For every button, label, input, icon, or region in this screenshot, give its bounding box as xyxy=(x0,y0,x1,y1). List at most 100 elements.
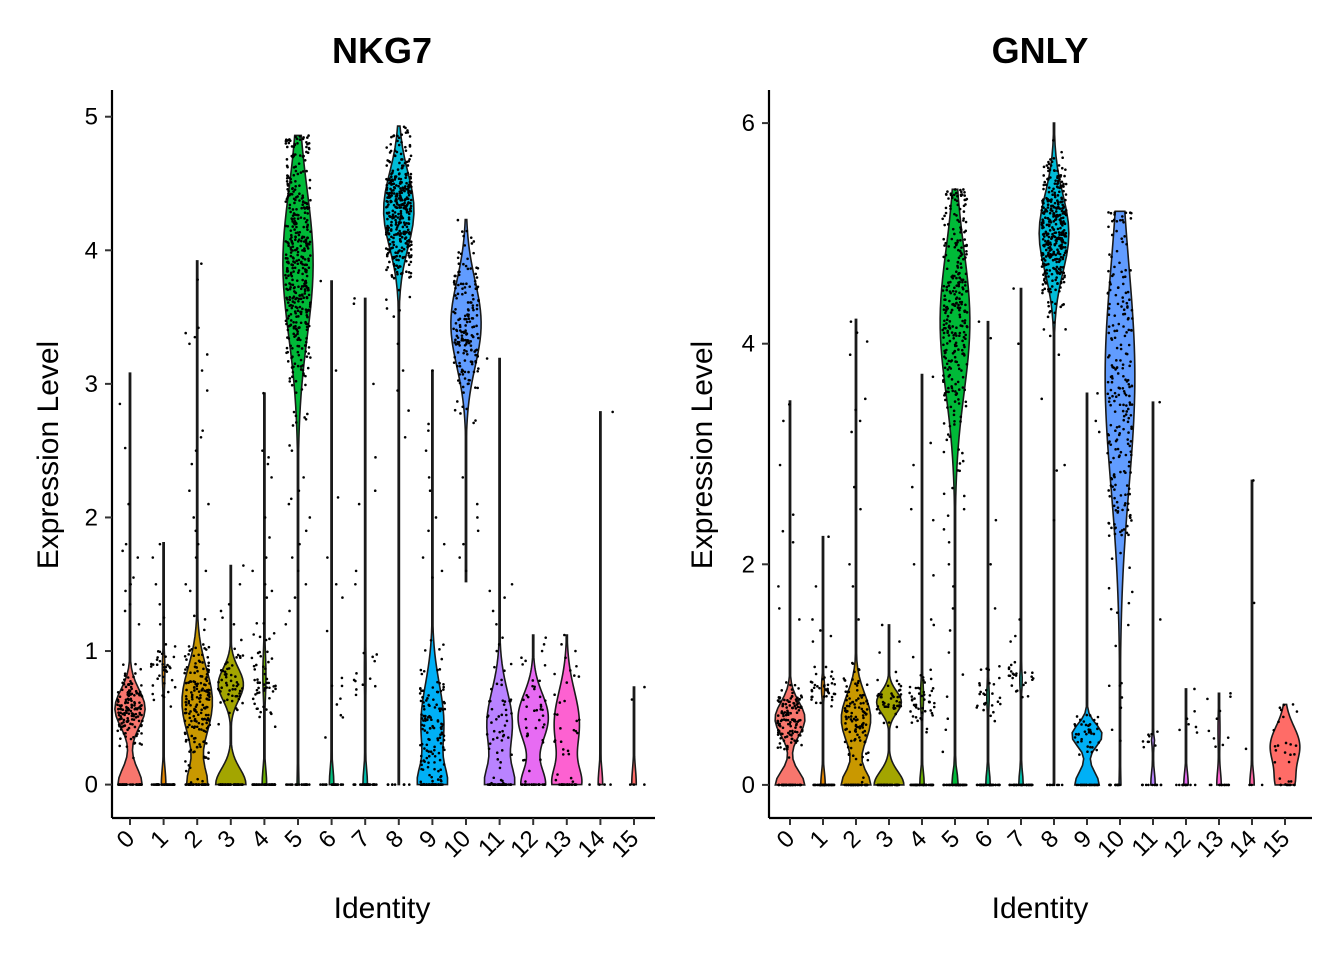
point xyxy=(404,145,407,149)
point xyxy=(191,697,194,701)
point xyxy=(262,622,266,625)
point xyxy=(409,260,413,264)
point xyxy=(205,718,209,722)
point xyxy=(436,680,439,684)
point xyxy=(262,683,266,686)
point xyxy=(395,150,399,154)
point xyxy=(1073,736,1077,739)
point xyxy=(296,262,300,266)
point xyxy=(1126,290,1130,294)
point xyxy=(955,191,958,195)
violin-9 xyxy=(1071,392,1103,786)
violin-0 xyxy=(114,372,146,786)
point xyxy=(140,732,143,735)
point xyxy=(285,322,288,326)
point xyxy=(823,684,826,687)
point xyxy=(134,716,138,719)
point xyxy=(910,485,914,489)
point xyxy=(786,744,789,748)
point xyxy=(946,717,950,721)
point xyxy=(851,585,855,588)
point xyxy=(187,701,191,705)
point xyxy=(135,707,139,711)
point xyxy=(951,783,955,787)
point xyxy=(463,349,466,352)
point xyxy=(1047,289,1050,293)
point xyxy=(466,257,469,261)
point xyxy=(953,286,956,290)
point xyxy=(1050,198,1053,201)
point xyxy=(855,699,858,702)
point xyxy=(1050,189,1054,193)
point xyxy=(957,348,960,351)
point xyxy=(476,336,480,340)
point xyxy=(863,729,867,733)
point xyxy=(463,286,467,289)
y-tick-label: 4 xyxy=(85,237,98,264)
point xyxy=(268,696,271,700)
point xyxy=(958,291,961,295)
point xyxy=(1064,182,1068,186)
point xyxy=(933,701,936,705)
point xyxy=(965,325,969,329)
point xyxy=(305,783,308,786)
point xyxy=(1061,246,1065,249)
point xyxy=(1089,745,1092,749)
point xyxy=(291,155,294,159)
point xyxy=(538,679,541,683)
point xyxy=(160,652,164,656)
point xyxy=(895,679,899,683)
point xyxy=(132,742,136,745)
point xyxy=(782,783,785,787)
point xyxy=(899,704,903,708)
point xyxy=(960,246,963,249)
point xyxy=(284,256,288,260)
point xyxy=(816,685,819,688)
point xyxy=(1011,672,1015,675)
point xyxy=(305,140,308,144)
point xyxy=(433,783,437,786)
point xyxy=(1088,728,1092,732)
point xyxy=(952,585,955,588)
point xyxy=(588,783,591,786)
point xyxy=(196,542,200,546)
point xyxy=(1126,442,1130,446)
point xyxy=(964,337,967,341)
point xyxy=(945,342,949,345)
point xyxy=(140,684,143,687)
point xyxy=(305,311,308,314)
point xyxy=(423,729,427,732)
point xyxy=(124,542,128,546)
point xyxy=(962,257,965,261)
point xyxy=(1054,210,1058,213)
point xyxy=(301,368,305,372)
point xyxy=(1120,270,1123,274)
point xyxy=(781,704,784,708)
point xyxy=(429,750,433,754)
point xyxy=(1111,394,1114,398)
point xyxy=(388,242,392,246)
point xyxy=(1108,440,1111,443)
point xyxy=(988,783,991,787)
point xyxy=(853,670,856,674)
point xyxy=(847,715,850,719)
point xyxy=(399,177,403,181)
point xyxy=(294,184,298,188)
point xyxy=(1043,235,1046,238)
point xyxy=(849,320,853,323)
point xyxy=(892,704,896,707)
point xyxy=(1049,176,1052,179)
point xyxy=(475,304,479,307)
point xyxy=(304,582,308,586)
point xyxy=(945,322,948,325)
point xyxy=(1114,368,1117,371)
point xyxy=(860,696,864,699)
point xyxy=(292,270,295,273)
point xyxy=(193,750,196,753)
point xyxy=(452,281,456,284)
point xyxy=(420,717,424,720)
point xyxy=(137,729,141,733)
point xyxy=(188,723,191,727)
point xyxy=(375,783,378,786)
